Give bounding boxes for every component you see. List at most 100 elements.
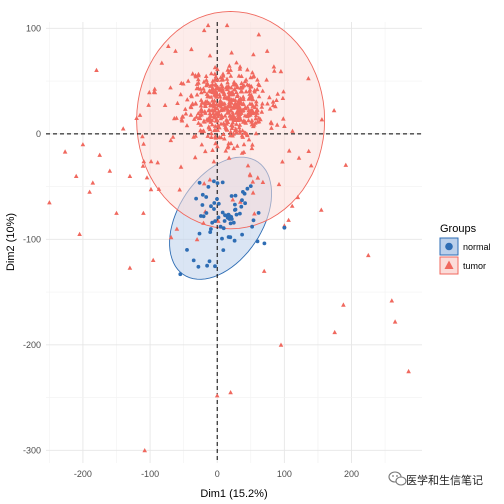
point-tumor [255, 119, 260, 124]
point-tumor [271, 64, 277, 69]
point-tumor [224, 76, 230, 81]
point-tumor [306, 76, 311, 81]
point-tumor [275, 91, 280, 96]
point-normal [245, 186, 250, 191]
point-normal [197, 231, 202, 236]
point-tumor [231, 82, 236, 87]
point-normal [200, 192, 205, 197]
point-tumor [220, 88, 225, 93]
point-tumor [215, 113, 221, 119]
legend-title: Groups [440, 223, 477, 235]
point-tumor [219, 114, 225, 119]
point-tumor [127, 265, 133, 270]
point-tumor [254, 86, 260, 92]
point-tumor [146, 102, 151, 107]
point-tumor [183, 106, 188, 111]
point-normal [207, 259, 212, 264]
point-normal [226, 235, 231, 239]
point-normal [251, 218, 256, 223]
point-tumor [201, 220, 206, 225]
point-tumor [204, 82, 209, 88]
point-tumor [168, 234, 174, 240]
point-tumor [207, 53, 213, 58]
point-normal [220, 210, 225, 215]
point-tumor [170, 134, 176, 139]
point-tumor [215, 66, 220, 72]
point-normal [213, 264, 217, 269]
point-tumor [204, 91, 210, 96]
point-tumor [239, 80, 244, 85]
point-tumor [207, 88, 212, 93]
point-tumor [210, 82, 215, 87]
point-tumor [151, 89, 157, 94]
point-tumor [308, 163, 314, 168]
point-tumor [213, 111, 219, 116]
point-tumor [226, 96, 231, 101]
point-tumor [204, 116, 210, 122]
point-tumor [198, 108, 203, 113]
point-tumor [215, 123, 221, 128]
data-points [47, 22, 411, 453]
point-tumor [366, 252, 371, 258]
point-tumor [270, 102, 276, 108]
point-tumor [215, 144, 220, 149]
point-normal [233, 207, 238, 212]
point-tumor [232, 86, 237, 92]
point-tumor [253, 116, 258, 121]
point-tumor [148, 159, 154, 164]
point-tumor [209, 71, 214, 76]
point-tumor [231, 104, 237, 109]
point-tumor [199, 142, 205, 147]
point-tumor [73, 173, 79, 178]
point-tumor [239, 133, 245, 138]
point-tumor [215, 77, 221, 82]
point-tumor [319, 117, 325, 122]
point-tumor [97, 152, 102, 157]
point-tumor [141, 210, 146, 215]
point-normal [178, 272, 183, 277]
point-tumor [249, 118, 255, 123]
point-tumor [201, 27, 207, 33]
point-tumor [204, 77, 209, 82]
point-normal [212, 207, 216, 211]
point-tumor [217, 102, 222, 107]
point-tumor [175, 100, 180, 105]
point-tumor [222, 113, 228, 118]
point-tumor [240, 107, 246, 112]
point-tumor [226, 155, 232, 160]
point-tumor [251, 123, 256, 129]
point-tumor [256, 32, 262, 37]
point-tumor [214, 393, 220, 398]
point-normal [242, 191, 247, 196]
point-tumor [173, 48, 178, 53]
point-normal [220, 236, 224, 241]
point-tumor [222, 136, 227, 141]
point-tumor [229, 125, 235, 130]
point-tumor [228, 67, 233, 72]
x-tick-label: 200 [344, 469, 359, 479]
watermark: 医学和生信笔记 [388, 471, 483, 487]
point-normal [240, 198, 244, 203]
point-tumor [142, 448, 147, 453]
point-tumor [228, 129, 233, 134]
point-tumor [194, 81, 200, 86]
point-tumor [211, 110, 216, 116]
point-tumor [189, 46, 194, 52]
legend-marker-normal [445, 242, 453, 251]
point-tumor [141, 141, 146, 146]
point-tumor [280, 95, 286, 100]
point-tumor [192, 154, 198, 160]
point-tumor [207, 113, 213, 118]
point-tumor [172, 115, 177, 121]
point-tumor [289, 203, 295, 208]
point-tumor [319, 207, 324, 212]
point-tumor [261, 268, 267, 273]
point-tumor [220, 86, 225, 91]
point-tumor [389, 298, 395, 303]
point-normal [210, 220, 215, 225]
point-normal [238, 211, 242, 216]
point-normal [216, 215, 221, 220]
point-tumor [270, 99, 276, 104]
point-normal [227, 217, 232, 221]
point-tumor [188, 104, 194, 110]
